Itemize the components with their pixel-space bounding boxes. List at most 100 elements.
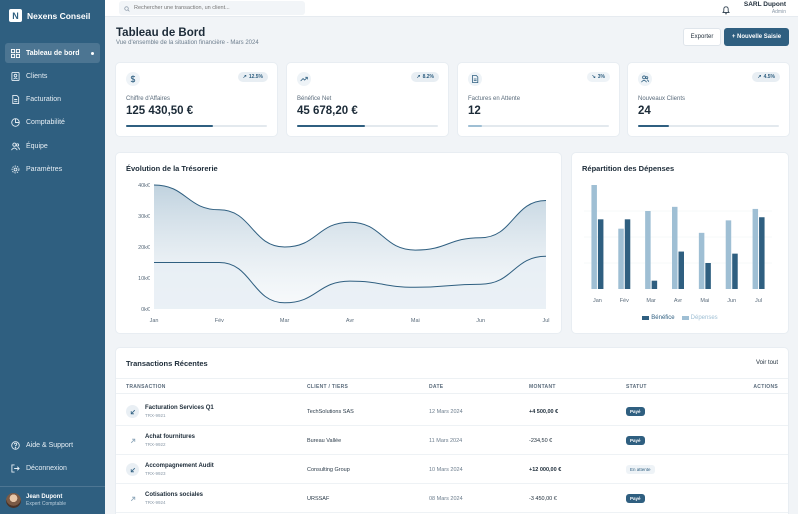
sidebar-item-label: Aide & Support: [26, 441, 74, 449]
new-entry-button[interactable]: + Nouvelle Saisie: [724, 28, 789, 46]
contacts-icon: [11, 71, 20, 81]
export-button[interactable]: Exporter: [683, 28, 721, 46]
kpi-value: 45 678,20 €: [297, 105, 358, 117]
transaction-amount: +12 000,00 €: [529, 467, 562, 473]
transaction-date: 11 Mars 2024: [429, 438, 463, 444]
area-series-1: [154, 185, 546, 309]
expenses-chart: Jan Fév Mar Avr Mai Jun Jul: [584, 185, 772, 304]
sidebar-item-label: Déconnexion: [26, 464, 67, 472]
kpi-card-net-profit: ↗ 8.2% Bénéfice Net 45 678,20 €: [287, 63, 448, 136]
bar-dépenses: [618, 228, 624, 289]
x-tick-label: Jun: [476, 318, 485, 324]
bar-dépenses: [752, 208, 759, 289]
arrow-down-left-icon: [126, 405, 139, 418]
kpi-label: Nouveaux Clients: [638, 96, 686, 102]
brand-logo: N: [9, 9, 22, 22]
legend-item-profit: Bénéfice: [642, 315, 675, 321]
transaction-client: URSSAF: [307, 496, 330, 502]
sidebar-item-logout[interactable]: Déconnexion: [5, 458, 100, 478]
sidebar-item-label: Paramètres: [26, 165, 63, 173]
brand[interactable]: N Nexens Conseil: [9, 9, 90, 22]
bar-dépenses: [645, 211, 651, 289]
y-tick-label: 10k€: [138, 276, 150, 282]
column-header: TRANSACTION: [126, 384, 166, 390]
arrow-up-right-icon: ↗: [242, 74, 247, 80]
arrow-up-right-icon: ↗: [416, 74, 421, 80]
users-icon: [11, 142, 20, 151]
bell-icon[interactable]: [721, 2, 731, 15]
kpi-progress-fill: [468, 125, 483, 127]
page-title: Tableau de Bord: [116, 27, 206, 39]
transaction-date: 08 Mars 2024: [429, 496, 463, 502]
sidebar-item-settings[interactable]: Paramètres: [5, 159, 100, 179]
kpi-value: 125 430,50 €: [126, 105, 194, 117]
sidebar-item-label: Comptabilité: [26, 119, 65, 127]
bar-dépenses: [591, 185, 597, 289]
sidebar-item-team[interactable]: Équipe: [5, 136, 100, 156]
kpi-label: Chiffre d'Affaires: [126, 96, 170, 102]
arrow-down-left-icon: [126, 463, 139, 476]
dollar-icon: [126, 72, 140, 86]
y-tick-label: 30k€: [138, 214, 150, 220]
transaction-date: 10 Mars 2024: [429, 467, 463, 473]
topbar: SARL Dupont Admin: [105, 0, 798, 17]
bar-dépenses: [672, 206, 678, 289]
search-box: [119, 1, 305, 15]
status-badge: En attente: [626, 465, 655, 474]
search-input[interactable]: [134, 5, 299, 11]
view-all-link[interactable]: Voir tout: [755, 360, 778, 366]
sidebar-item-clients[interactable]: Clients: [5, 66, 100, 86]
user-profile[interactable]: Jean Dupont Expert Comptable: [0, 486, 105, 514]
expenses-panel: Répartition des Dépenses Jan Fév Mar Avr Mai…: [572, 153, 788, 333]
transaction-name: Cotisations sociales: [145, 492, 204, 498]
sidebar: N Nexens Conseil Tableau de bord Clients…: [0, 0, 105, 514]
trend-badge: ↘ 3%: [586, 72, 610, 82]
sidebar-item-dashboard[interactable]: Tableau de bord: [5, 43, 100, 63]
sidebar-item-accounting[interactable]: Comptabilité: [5, 113, 100, 133]
kpi-label: Factures en Attente: [468, 96, 521, 102]
sidebar-item-billing[interactable]: Facturation: [5, 90, 100, 110]
search-icon: [124, 0, 130, 17]
table-row[interactable]: Achat fournitures TRX-9922 Bureau Vallée…: [116, 426, 788, 455]
file-icon: [468, 72, 482, 86]
page-subtitle: Vue d'ensemble de la situation financièr…: [116, 40, 259, 46]
gear-icon: [11, 165, 20, 174]
bar-bénéfice: [759, 217, 765, 289]
column-header: ACTIONS: [753, 384, 778, 390]
expenses-title: Répartition des Dépenses: [582, 164, 675, 173]
area-series-2: [154, 256, 546, 309]
x-tick-label: Mai: [411, 318, 420, 324]
kpi-progress: [638, 125, 779, 127]
sidebar-item-label: Équipe: [26, 142, 48, 150]
transaction-amount: +4 500,00 €: [529, 409, 559, 415]
transaction-amount: -234,50 €: [529, 438, 553, 444]
bar-bénéfice: [624, 219, 631, 289]
transaction-name: Facturation Services Q1: [145, 405, 214, 411]
column-header: MONTANT: [529, 384, 556, 390]
kpi-card-new-clients: ↗ 4.5% Nouveaux Clients 24: [628, 63, 789, 136]
sidebar-nav: Tableau de bord Clients Facturation Comp…: [5, 43, 100, 183]
transaction-client: Consulting Group: [307, 467, 350, 473]
table-row[interactable]: Cotisations sociales TRX-9924 URSSAF 08 …: [116, 484, 788, 513]
table-row[interactable]: Accompagnement Audit TRX-9923 Consulting…: [116, 455, 788, 484]
kpi-value: 12: [468, 105, 481, 117]
grid-icon: [11, 48, 20, 58]
transaction-date: 12 Mars 2024: [429, 409, 463, 415]
org-switcher[interactable]: SARL Dupont Admin: [744, 1, 786, 15]
org-name: SARL Dupont: [743, 1, 786, 8]
line-series-1: [153, 184, 547, 251]
table-row[interactable]: Facturation Services Q1 TRX-9921 TechSol…: [116, 397, 788, 426]
bar-bénéfice: [705, 263, 711, 289]
kpi-card-revenue: ↗ 12.5% Chiffre d'Affaires 125 430,50 €: [116, 63, 277, 136]
transaction-client: Bureau Vallée: [307, 438, 342, 444]
sidebar-item-help[interactable]: Aide & Support: [5, 435, 100, 455]
column-header: STATUT: [626, 384, 647, 390]
org-role: Admin: [771, 9, 786, 15]
bar-dépenses: [698, 232, 705, 289]
kpi-label: Bénéfice Net: [297, 96, 332, 102]
legend-swatch: [642, 316, 650, 320]
treasury-title: Évolution de la Trésorerie: [126, 164, 218, 173]
column-header: CLIENT / TIERS: [307, 384, 349, 390]
x-tick-label: Jun: [727, 298, 736, 304]
legend-swatch: [681, 316, 689, 320]
